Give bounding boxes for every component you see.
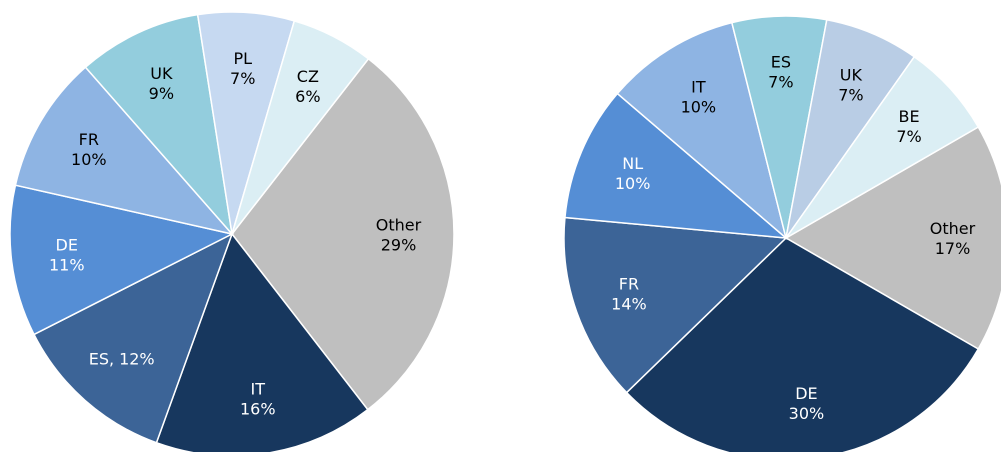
slice-category: FR xyxy=(79,130,99,149)
pie-slice xyxy=(784,125,1001,351)
slice-category: Other xyxy=(930,219,976,238)
slice-category: DE xyxy=(56,236,78,255)
pie-slice xyxy=(231,57,455,411)
pie-slice xyxy=(155,232,369,452)
pie-slice xyxy=(14,66,235,236)
pie-slice xyxy=(231,19,370,235)
slice-label: ES, 12% xyxy=(89,350,155,369)
pie-slice xyxy=(9,184,235,336)
slice-category: UK xyxy=(150,64,173,83)
slice-value: 10% xyxy=(681,97,717,116)
slice-value: 7% xyxy=(896,127,921,146)
pie-slice xyxy=(563,216,788,394)
pie-slice xyxy=(616,21,788,241)
slice-category: UK xyxy=(840,66,863,85)
slice-category: IT xyxy=(691,77,706,96)
slice-value: 11% xyxy=(49,256,85,275)
pie-slice xyxy=(564,92,789,239)
slice-category: IT xyxy=(251,379,266,398)
slice-category: CZ xyxy=(297,67,319,86)
slice-category: NL xyxy=(622,154,643,173)
slice-value: 17% xyxy=(935,239,971,258)
slice-value: 7% xyxy=(768,73,793,92)
pie-slice xyxy=(625,237,980,452)
slice-category: BE xyxy=(898,107,919,126)
slice-value: 12% xyxy=(119,350,155,369)
slice-category: ES, xyxy=(89,350,114,369)
slice-value: 14% xyxy=(611,294,647,313)
slice-value: 10% xyxy=(71,150,107,169)
slice-value: 7% xyxy=(230,69,255,88)
slice-category: PL xyxy=(233,49,252,68)
slice-category: ES xyxy=(771,53,791,72)
pie-slice xyxy=(84,13,234,237)
slice-value: 9% xyxy=(149,84,174,103)
slice-value: 10% xyxy=(615,174,651,193)
slice-category: FR xyxy=(619,274,639,293)
slice-value: 7% xyxy=(838,86,863,105)
slice-category: Other xyxy=(376,215,422,234)
pie-slice xyxy=(785,55,980,239)
pie-slice xyxy=(33,232,234,444)
slice-value: 29% xyxy=(381,235,417,254)
slice-value: 16% xyxy=(240,399,276,418)
slice-category: DE xyxy=(795,384,817,403)
slice-value: 30% xyxy=(789,404,825,423)
slice-value: 6% xyxy=(295,87,320,106)
